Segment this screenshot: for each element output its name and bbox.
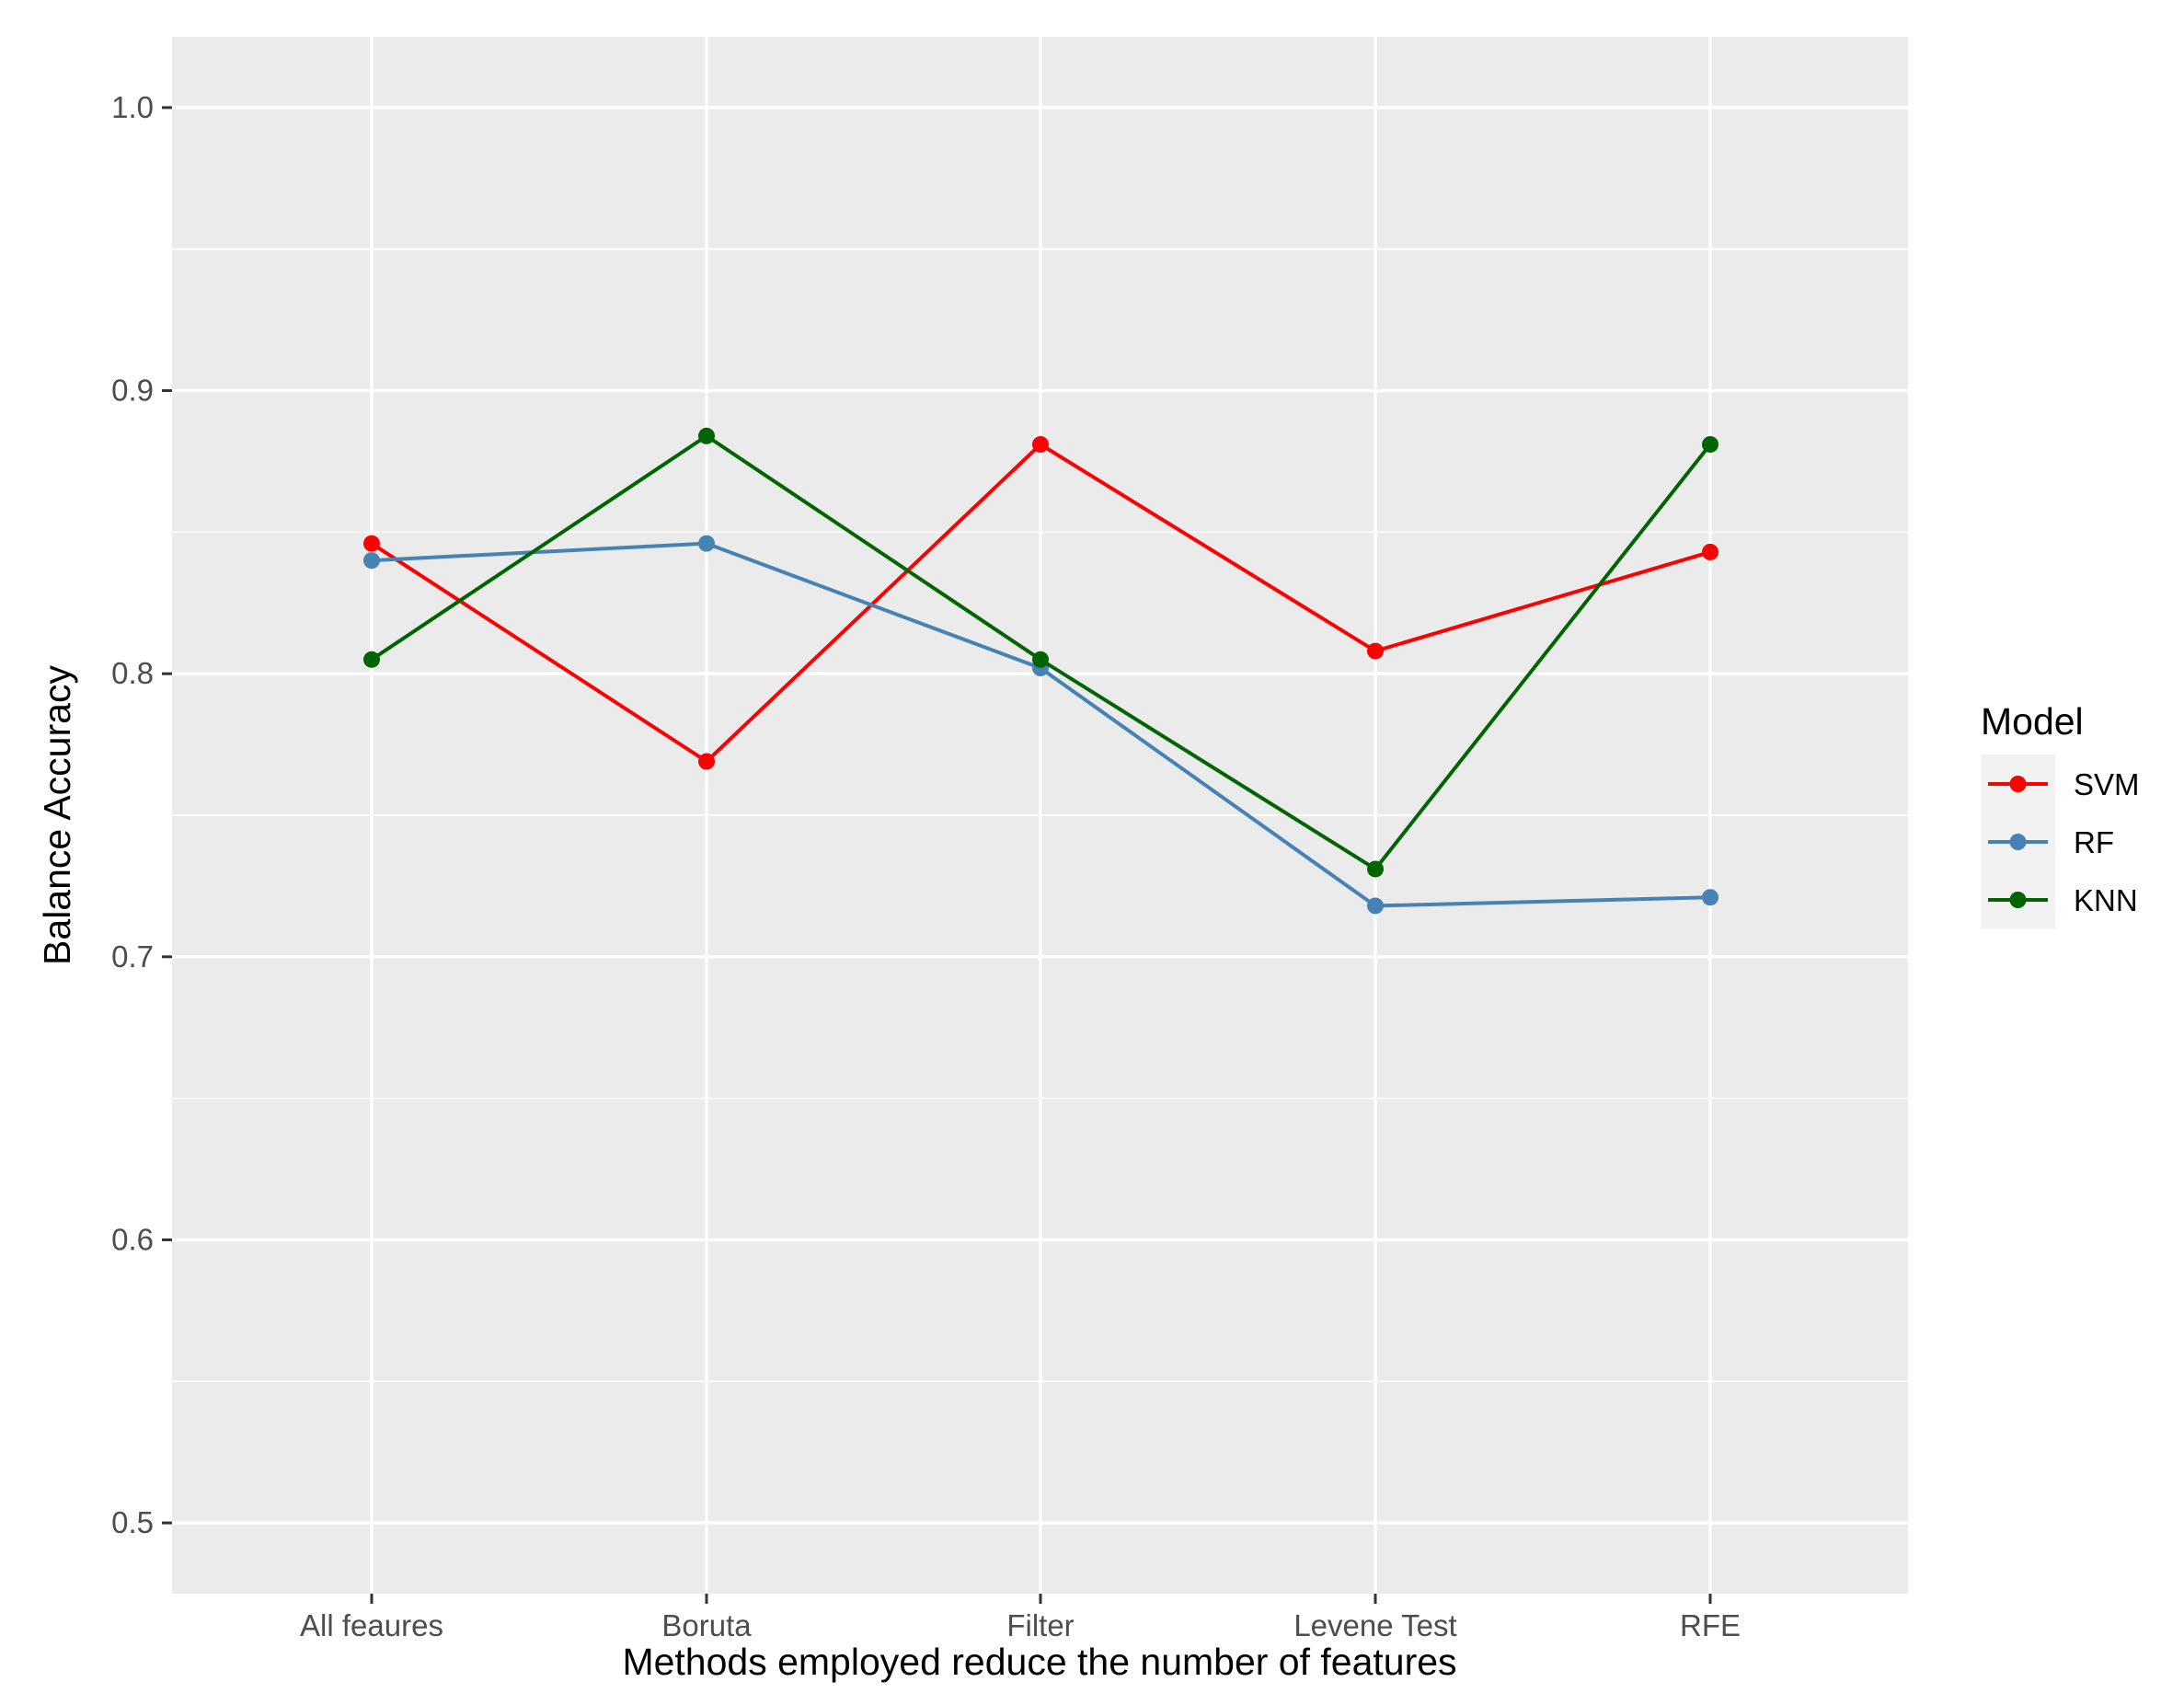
- legend: Model SVM RF KNN: [1981, 700, 2140, 929]
- legend-key-point-rf: [2009, 834, 2027, 850]
- legend-title: Model: [1981, 700, 2084, 743]
- data-point-knn: [1702, 435, 1718, 453]
- y-axis-title: Balance Accuracy: [36, 665, 78, 965]
- x-tick-label: RFE: [1680, 1608, 1741, 1642]
- data-point-svm: [698, 753, 715, 770]
- grid-major: [172, 37, 1908, 1594]
- data-point-knn: [1032, 651, 1049, 668]
- y-tick-label: 0.9: [111, 374, 154, 408]
- x-tick-label: Levene Test: [1293, 1608, 1456, 1642]
- data-point-rf: [363, 552, 380, 570]
- data-point-rf: [1702, 889, 1718, 906]
- data-point-svm: [1032, 435, 1049, 453]
- data-point-knn: [1367, 860, 1384, 878]
- x-tick-label: All feaures: [300, 1608, 443, 1642]
- data-point-svm: [1702, 543, 1718, 560]
- legend-entries: SVM RF KNN: [1988, 767, 2140, 917]
- data-point-svm: [363, 535, 380, 552]
- legend-key-point-knn: [2009, 892, 2027, 908]
- y-tick-label: 0.7: [111, 939, 154, 973]
- data-point-knn: [698, 427, 715, 444]
- x-tick-label: Boruta: [661, 1608, 752, 1642]
- data-point-rf: [1367, 897, 1384, 915]
- y-tick-label: 0.8: [111, 656, 154, 690]
- data-point-knn: [363, 651, 380, 668]
- y-tick-label: 1.0: [111, 90, 154, 124]
- data-point-svm: [1367, 642, 1384, 660]
- y-tick-label: 0.5: [111, 1505, 154, 1539]
- x-axis-title: Methods employed reduce the number of fe…: [622, 1641, 1456, 1683]
- legend-key-point-svm: [2009, 776, 2027, 792]
- legend-label-rf: RF: [2074, 825, 2114, 859]
- data-point-rf: [698, 535, 715, 552]
- legend-label-knn: KNN: [2074, 883, 2138, 917]
- x-tick-label: Filter: [1006, 1608, 1074, 1642]
- axis-ticks: [162, 106, 1712, 1604]
- series-layer: [363, 427, 1718, 915]
- x-tick-labels: All feaures Boruta Filter Levene Test RFE: [300, 1608, 1741, 1642]
- y-tick-labels: 0.5 0.6 0.7 0.8 0.9 1.0: [111, 90, 154, 1539]
- legend-label-svm: SVM: [2074, 767, 2140, 801]
- y-tick-label: 0.6: [111, 1222, 154, 1256]
